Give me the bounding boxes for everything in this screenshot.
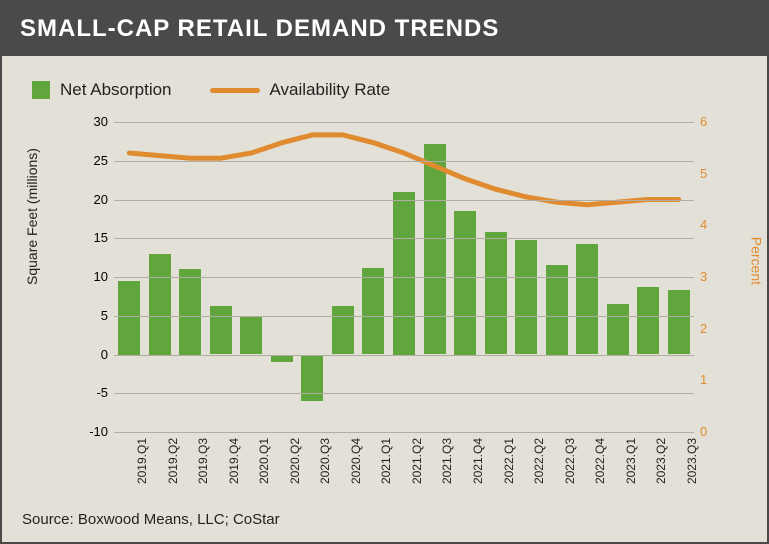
x-tick: 2020.Q1	[257, 438, 271, 484]
y-right-tick: 5	[700, 166, 740, 181]
y-axis-right-label: Percent	[748, 237, 764, 285]
y-left-tick: 10	[68, 269, 108, 284]
x-tick: 2021.Q2	[410, 438, 424, 484]
x-tick: 2021.Q4	[471, 438, 485, 484]
x-tick: 2019.Q3	[196, 438, 210, 484]
legend-swatch-bar	[32, 81, 50, 99]
legend-swatch-line	[210, 88, 260, 93]
plot-area	[114, 122, 694, 432]
x-tick: 2021.Q1	[379, 438, 393, 484]
y-right-tick: 6	[700, 114, 740, 129]
x-tick: 2020.Q4	[349, 438, 363, 484]
y-right-tick: 0	[700, 424, 740, 439]
x-tick: 2019.Q4	[227, 438, 241, 484]
title-bar: SMALL-CAP RETAIL DEMAND TRENDS	[2, 2, 767, 56]
x-tick: 2022.Q2	[532, 438, 546, 484]
y-right-tick: 1	[700, 372, 740, 387]
y-left-tick: -5	[68, 385, 108, 400]
chart-title: SMALL-CAP RETAIL DEMAND TRENDS	[20, 15, 499, 43]
x-tick: 2023.Q3	[685, 438, 699, 484]
x-tick: 2022.Q1	[502, 438, 516, 484]
x-tick: 2019.Q1	[135, 438, 149, 484]
x-tick: 2020.Q3	[318, 438, 332, 484]
x-tick: 2022.Q4	[593, 438, 607, 484]
y-left-tick: 15	[68, 230, 108, 245]
x-axis: 2019.Q1 2019.Q2 2019.Q3 2019.Q4 2020.Q1 2020.…	[114, 432, 694, 522]
y-left-tick: 25	[68, 153, 108, 168]
y-left-tick: 20	[68, 192, 108, 207]
legend-label-absorption: Net Absorption	[60, 80, 172, 100]
y-right-tick: 4	[700, 217, 740, 232]
y-left-tick: 0	[68, 347, 108, 362]
x-tick: 2020.Q2	[288, 438, 302, 484]
legend: Net Absorption Availability Rate	[32, 80, 390, 100]
y-right-tick: 3	[700, 269, 740, 284]
y-right-tick: 2	[700, 321, 740, 336]
y-axis-right-ticks: 0123456	[696, 122, 720, 432]
x-tick: 2019.Q2	[166, 438, 180, 484]
y-axis-left-ticks: -10-5051015202530	[80, 122, 112, 432]
x-tick: 2023.Q1	[624, 438, 638, 484]
source-line: Source: Boxwood Means, LLC; CoStar	[22, 511, 280, 528]
y-left-tick: 30	[68, 114, 108, 129]
y-left-tick: 5	[68, 308, 108, 323]
x-tick: 2022.Q3	[563, 438, 577, 484]
y-axis-left-label: Square Feet (millions)	[24, 148, 40, 285]
legend-label-availability: Availability Rate	[270, 80, 391, 100]
x-tick: 2021.Q3	[441, 438, 455, 484]
y-left-tick: -10	[68, 424, 108, 439]
chart-area: Square Feet (millions) Percent -10-50510…	[80, 122, 720, 452]
x-tick: 2023.Q2	[654, 438, 668, 484]
